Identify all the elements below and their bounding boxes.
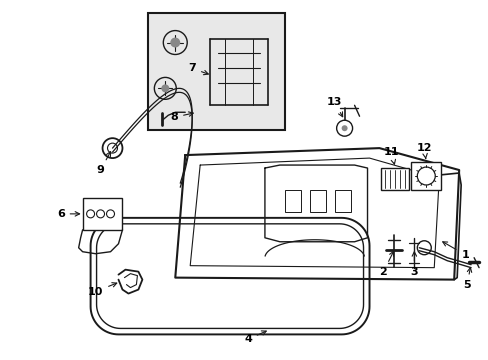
Bar	[410, 162, 440, 190]
Text: 12: 12	[416, 143, 431, 159]
Text: 5: 5	[462, 267, 471, 289]
Bar	[82, 198, 122, 230]
Circle shape	[161, 84, 169, 92]
Bar	[309, 190, 325, 212]
Text: 7: 7	[188, 63, 208, 75]
Text: 8: 8	[170, 112, 193, 122]
Circle shape	[341, 125, 347, 131]
Text: 11: 11	[383, 147, 398, 164]
Text: 4: 4	[244, 331, 265, 345]
Bar	[148, 13, 285, 130]
Text: 10: 10	[88, 283, 117, 297]
Text: 2: 2	[379, 251, 393, 276]
Bar	[334, 190, 350, 212]
Text: 9: 9	[97, 152, 110, 175]
Text: 6: 6	[57, 209, 80, 219]
Bar	[381, 168, 408, 190]
Text: 1: 1	[442, 242, 468, 260]
Bar	[285, 190, 300, 212]
Text: 13: 13	[326, 97, 342, 117]
Circle shape	[170, 37, 180, 48]
Text: 3: 3	[410, 252, 417, 276]
